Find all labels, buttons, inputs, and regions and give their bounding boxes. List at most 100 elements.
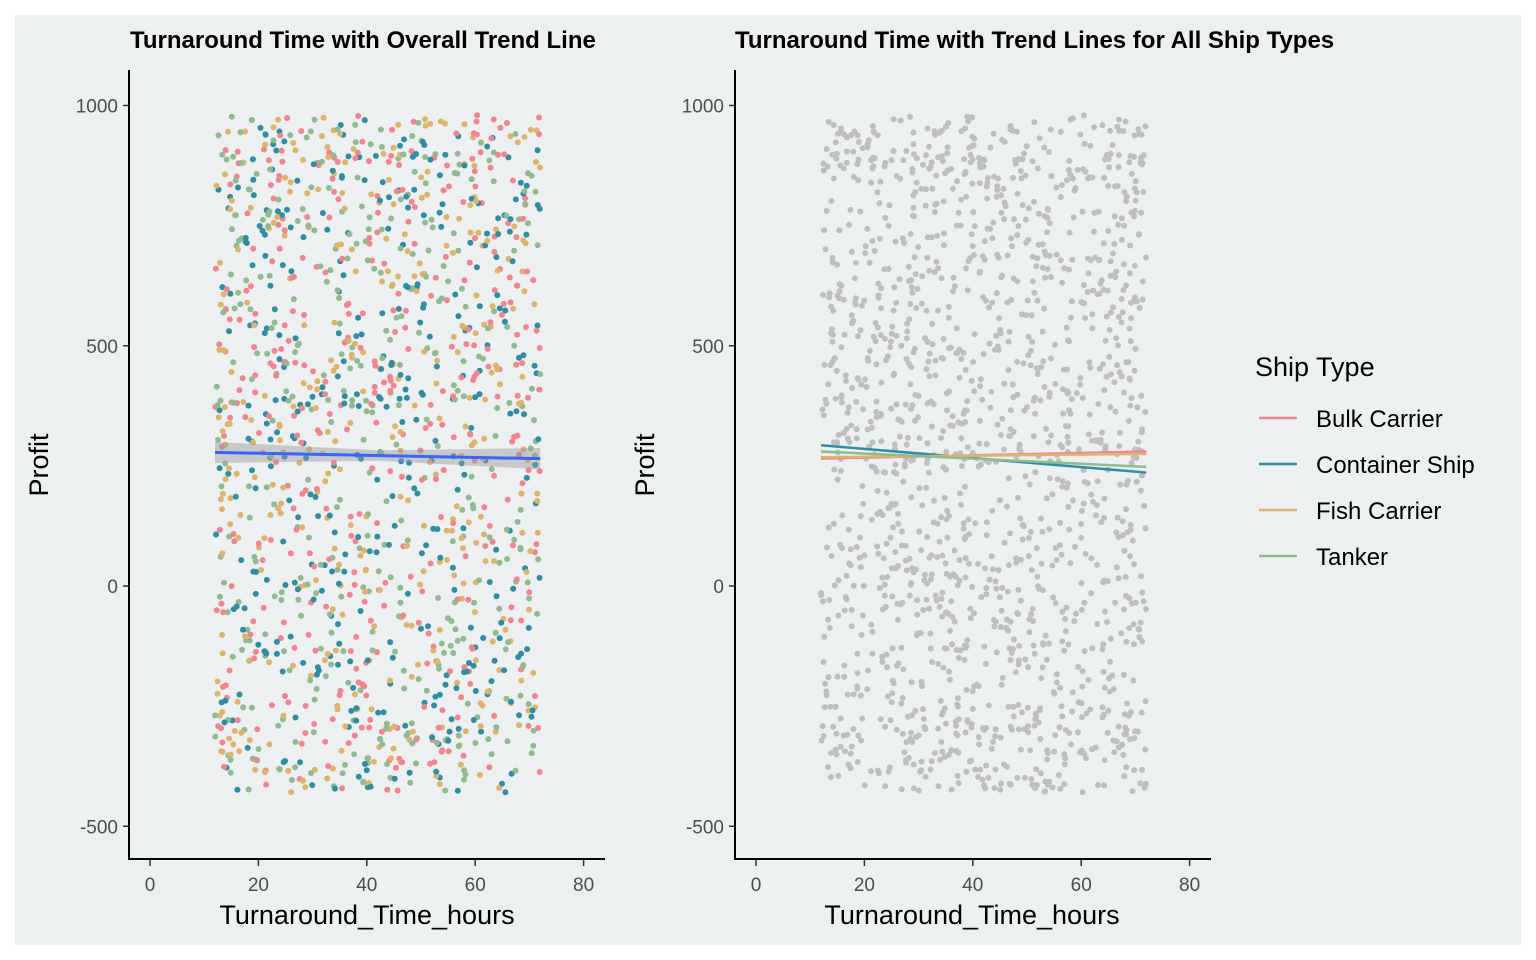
data-point: [471, 439, 478, 446]
data-point: [444, 297, 450, 304]
data-point: [1128, 315, 1135, 322]
data-point: [873, 398, 880, 405]
data-point: [1115, 342, 1122, 349]
data-point: [890, 680, 897, 687]
data-point: [383, 327, 390, 334]
data-point: [452, 291, 459, 298]
data-point: [419, 588, 426, 595]
data-point: [850, 173, 857, 180]
data-point: [358, 724, 365, 731]
data-point: [334, 159, 341, 165]
data-point: [944, 150, 951, 157]
data-point: [984, 175, 991, 181]
data-point: [1077, 375, 1084, 381]
data-point: [963, 265, 970, 272]
data-point: [458, 460, 465, 467]
data-point: [476, 577, 482, 584]
data-point: [214, 690, 221, 697]
data-point: [422, 154, 428, 160]
data-point: [382, 579, 389, 586]
data-point: [442, 151, 449, 158]
data-point: [436, 665, 442, 672]
data-point: [1114, 183, 1121, 189]
data-point: [243, 287, 250, 294]
data-point: [374, 476, 381, 483]
data-point: [434, 658, 441, 665]
data-point: [368, 191, 375, 198]
data-point: [992, 766, 999, 773]
data-point: [418, 550, 425, 557]
data-point: [434, 357, 441, 364]
data-point: [1102, 443, 1109, 450]
data-point: [485, 736, 492, 743]
data-point: [1037, 397, 1044, 404]
data-point: [838, 399, 845, 406]
data-point: [477, 149, 484, 156]
data-point: [411, 402, 418, 409]
data-point: [525, 701, 532, 708]
data-point: [1008, 297, 1015, 303]
data-point: [878, 438, 885, 444]
data-point: [867, 418, 874, 425]
data-point: [497, 381, 503, 388]
data-point: [219, 550, 226, 557]
data-point: [1027, 528, 1034, 535]
data-point: [834, 673, 841, 680]
data-point: [956, 557, 963, 564]
data-point: [1106, 353, 1113, 360]
data-point: [1047, 126, 1054, 133]
data-point: [820, 733, 827, 739]
data-point: [935, 725, 942, 732]
data-point: [277, 132, 284, 139]
data-point: [252, 558, 259, 565]
data-point: [462, 303, 469, 310]
data-point: [997, 497, 1003, 504]
data-point: [292, 739, 299, 745]
data-point: [390, 745, 397, 752]
data-point: [252, 389, 259, 396]
data-point: [830, 520, 837, 527]
data-point: [535, 725, 542, 731]
data-point: [889, 323, 896, 330]
data-point: [1076, 446, 1082, 453]
data-point: [455, 732, 462, 739]
data-point: [1072, 185, 1079, 191]
data-point: [277, 437, 284, 444]
data-point: [823, 688, 830, 695]
data-point: [271, 319, 278, 326]
data-point: [841, 331, 848, 338]
data-point: [322, 673, 329, 680]
data-point: [212, 265, 219, 272]
data-point: [219, 151, 226, 158]
data-point: [390, 307, 397, 314]
data-point: [1048, 432, 1055, 439]
data-point: [932, 357, 939, 364]
data-point: [983, 591, 990, 598]
data-point: [336, 496, 343, 503]
data-point: [526, 589, 533, 596]
data-point: [288, 789, 295, 796]
data-point: [1062, 727, 1069, 733]
data-point: [290, 662, 296, 669]
data-point: [386, 194, 392, 201]
data-point: [1004, 503, 1010, 510]
data-point: [496, 605, 503, 612]
data-point: [291, 579, 298, 586]
data-point: [317, 645, 324, 652]
data-point: [341, 400, 348, 407]
data-point: [367, 716, 374, 723]
data-point: [898, 786, 905, 793]
data-point: [457, 761, 464, 768]
data-point: [295, 596, 302, 603]
data-point: [468, 424, 475, 431]
data-point: [415, 119, 422, 126]
data-point: [535, 556, 542, 563]
data-point: [922, 186, 929, 193]
data-point: [360, 349, 367, 356]
data-point: [431, 702, 438, 709]
data-point: [442, 253, 449, 260]
data-point: [943, 720, 949, 727]
data-point: [1058, 182, 1065, 189]
data-point: [265, 223, 271, 230]
